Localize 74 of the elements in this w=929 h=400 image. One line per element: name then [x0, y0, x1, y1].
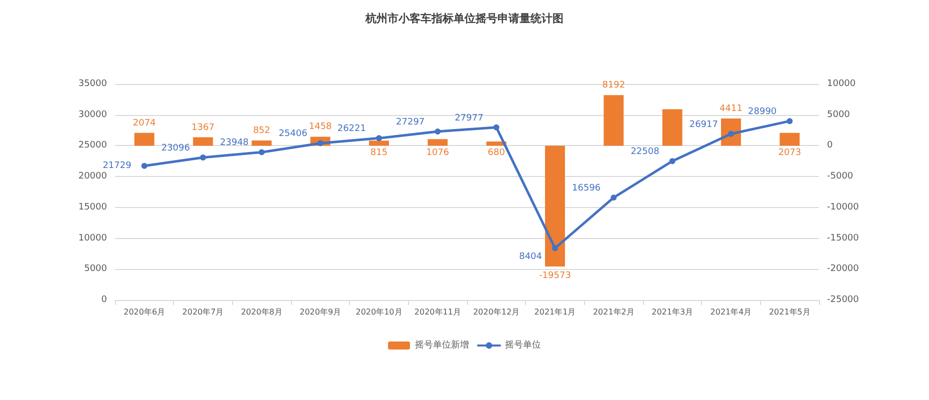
- y2-tick-label: 5000: [827, 110, 850, 120]
- point: [493, 124, 500, 130]
- data-label: 1076: [426, 148, 450, 158]
- x-tick-label: 2021年1月: [534, 308, 576, 316]
- data-label: 23948: [220, 138, 249, 148]
- y2-tick-label: -25000: [827, 295, 860, 305]
- data-label: 28990: [748, 107, 777, 118]
- x-tick-label: 2020年10月: [356, 308, 402, 316]
- data-label: 16596: [572, 184, 601, 194]
- x-tick-label: 2021年4月: [710, 308, 752, 316]
- chart-title: 杭州市小客车指标单位摇号申请量统计图: [364, 12, 564, 25]
- point: [434, 128, 441, 135]
- y-tick-label: 10000: [78, 233, 108, 244]
- data-label: 23096: [161, 143, 190, 154]
- y2-tick-label: 10000: [827, 79, 856, 89]
- y-tick-label: 5000: [84, 264, 108, 274]
- data-label: 680: [488, 148, 506, 158]
- x-tick-label: 2020年9月: [300, 308, 342, 316]
- data-label: -19573: [539, 271, 571, 282]
- data-label: 1458: [308, 122, 332, 132]
- data-label: 2073: [778, 148, 802, 158]
- data-label: 26917: [689, 120, 718, 130]
- point: [786, 118, 793, 124]
- point: [669, 158, 676, 164]
- data-label: 8192: [602, 80, 626, 91]
- y-tick-label: 20000: [78, 172, 108, 182]
- point: [200, 154, 206, 160]
- data-label: 1367: [192, 122, 214, 133]
- y2-tick-label: -20000: [827, 264, 860, 274]
- y2-tick-label: -5000: [827, 172, 854, 182]
- x-tick-label: 2021年5月: [768, 308, 810, 316]
- y2-tick-label: -15000: [827, 233, 860, 244]
- bar: [252, 140, 272, 146]
- bar: [369, 140, 389, 146]
- x-tick-label: 2020年7月: [182, 308, 224, 316]
- bar: [428, 139, 448, 146]
- data-label: 2074: [132, 118, 156, 128]
- x-tick-label: 2020年6月: [124, 308, 166, 316]
- x-tick-label: 2020年12月: [473, 308, 520, 316]
- x-tick-label: 2021年3月: [652, 308, 694, 316]
- x-tick-label: 2020年8月: [240, 308, 282, 316]
- data-label: 22508: [630, 147, 660, 158]
- bar: [545, 146, 565, 267]
- data-label: 26221: [337, 124, 366, 134]
- data-label: 27977: [454, 113, 484, 124]
- point: [258, 149, 265, 156]
- data-label: 8404: [519, 252, 542, 262]
- y-tick-label: 0: [101, 295, 108, 305]
- bar: [662, 109, 682, 146]
- data-label: 25406: [278, 129, 308, 140]
- bar: [780, 132, 800, 146]
- y-tick-label: 30000: [78, 110, 108, 120]
- data-label: 4411: [720, 104, 742, 114]
- data-label: 27297: [396, 118, 425, 128]
- legend-label: 摇号单位新增: [415, 340, 469, 350]
- bar: [193, 137, 213, 146]
- data-label: 852: [253, 126, 270, 136]
- legend-label: 摇号单位: [505, 340, 541, 350]
- x-tick-label: 2021年2月: [592, 308, 634, 316]
- point: [610, 194, 617, 201]
- point: [376, 135, 382, 142]
- y-tick-label: 15000: [78, 202, 108, 212]
- y2-tick-label: 0: [827, 140, 833, 151]
- y-tick-label: 35000: [78, 79, 108, 89]
- x-tick-label: 2020年11月: [414, 308, 461, 316]
- point: [141, 162, 148, 169]
- y2-tick-label: -10000: [827, 202, 860, 212]
- bar: [134, 132, 154, 146]
- data-label: 815: [370, 148, 388, 158]
- y-tick-label: 25000: [78, 140, 108, 151]
- data-label: 21729: [102, 160, 132, 171]
- point: [552, 245, 558, 252]
- bar: [604, 95, 624, 146]
- point: [728, 130, 734, 137]
